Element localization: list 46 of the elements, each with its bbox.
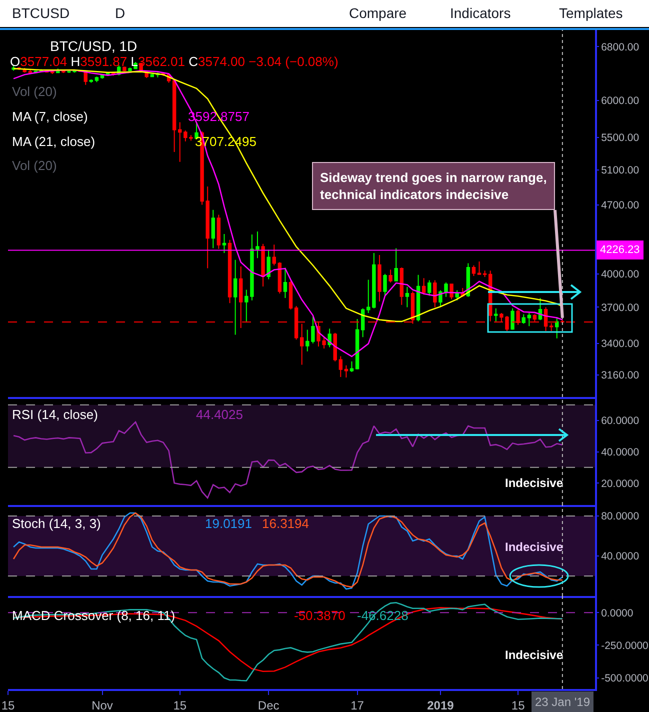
annotation: 44.4025 — [196, 407, 243, 422]
x-tick-label: 15 — [511, 698, 526, 712]
y-tick-label: 5500.00 — [601, 132, 640, 144]
x-tick-label: 17 — [350, 698, 364, 712]
x-tick-label: 2019 — [427, 698, 454, 712]
text: Templates — [559, 5, 623, 21]
y-tick-label: 40.0000 — [601, 446, 640, 458]
y-tick-label: -500.0000 — [601, 672, 649, 685]
text: BTC/USD, 1D — [50, 38, 138, 54]
annotation: Indecisive — [505, 540, 564, 554]
y-tick-label: 3400.00 — [601, 338, 640, 350]
x-tick-label: Dec — [258, 698, 280, 712]
text: Stoch (14, 3, 3) — [12, 516, 101, 531]
ref-line-label: 23 Jan '19 — [535, 695, 590, 709]
y-tick-label: 4700.00 — [601, 199, 640, 212]
x-tick-label: 15 — [1, 698, 15, 712]
annotation: -50.3870 — [294, 608, 346, 623]
text: BTCUSD — [12, 5, 70, 21]
text: Indicators — [450, 5, 511, 21]
y-tick-label: 60.0000 — [601, 415, 640, 428]
annotation: 19.0191 — [205, 516, 252, 531]
y-tick-label: 80.0000 — [601, 510, 640, 523]
ref-line-label: 4226.23 — [600, 244, 640, 256]
annotation: Sideway trend goes in narrow range, technical indicators indecisive — [320, 170, 547, 202]
x-tick-label: 15 — [173, 698, 187, 712]
annotation: 16.3194 — [262, 516, 309, 531]
annotation: Indecisive — [505, 648, 564, 662]
x-tick-label: Nov — [92, 698, 113, 712]
y-tick-label: 3160.00 — [601, 369, 640, 382]
annotation: MA (7, close) — [12, 109, 88, 124]
annotation: Vol (20) — [12, 84, 57, 99]
y-tick-label: 6800.00 — [601, 41, 640, 54]
text: RSI (14, close) — [12, 407, 98, 422]
y-tick-label: 5100.00 — [601, 164, 640, 177]
annotation: Indecisive — [505, 476, 564, 490]
y-tick-label: 6000.00 — [601, 94, 640, 107]
y-tick-label: 4000.00 — [601, 268, 640, 281]
y-tick-label: -250.0000 — [601, 640, 649, 652]
y-tick-label: 0.0000 — [601, 607, 634, 620]
annotation: Vol (20) — [12, 158, 57, 173]
y-tick-label: 40.0000 — [601, 550, 640, 563]
y-tick-label: 3700.00 — [601, 302, 640, 314]
y-tick-label: 20.0000 — [601, 478, 640, 490]
text: Compare — [349, 5, 407, 21]
annotation: MA (21, close) — [12, 134, 96, 149]
text: D — [115, 5, 126, 21]
